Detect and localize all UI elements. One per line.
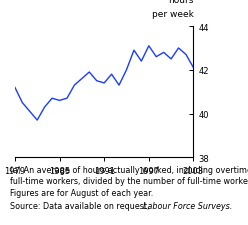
Text: full-time workers, divided by the number of full-time workers.: full-time workers, divided by the number… xyxy=(10,177,248,186)
Text: Labour Force Surveys.: Labour Force Surveys. xyxy=(143,201,232,210)
Text: per week: per week xyxy=(152,10,193,19)
Text: Figures are for August of each year.: Figures are for August of each year. xyxy=(10,188,153,197)
Text: (a) An average of hours actually worked, including overtime, by: (a) An average of hours actually worked,… xyxy=(10,165,248,174)
Text: hours: hours xyxy=(168,0,193,5)
Text: Source: Data available on request,: Source: Data available on request, xyxy=(10,201,152,210)
